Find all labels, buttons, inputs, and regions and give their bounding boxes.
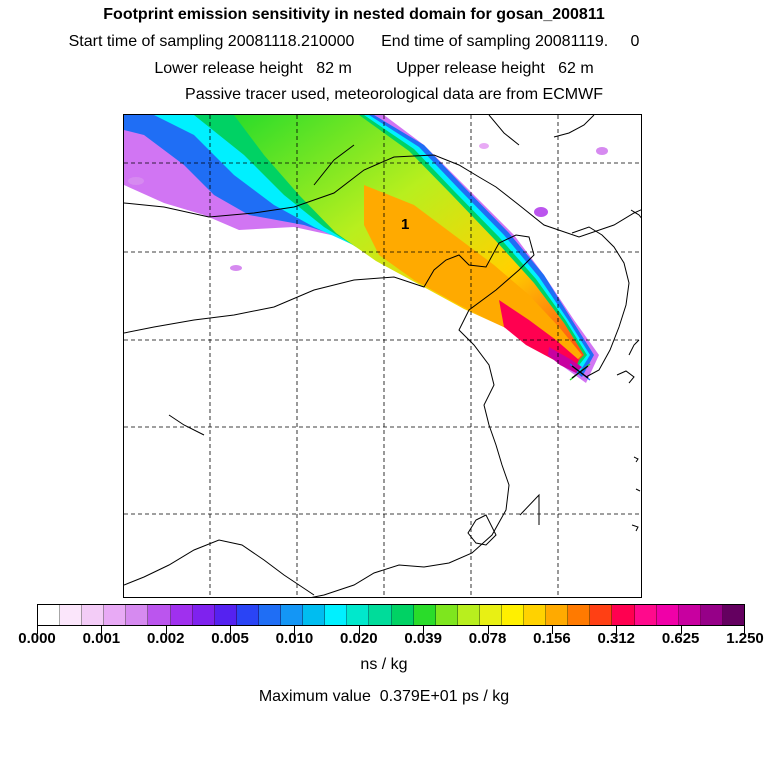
colorbar-tick <box>101 626 103 634</box>
map-grid <box>124 115 641 597</box>
colorbar-segment <box>170 605 193 625</box>
maximum-value: Maximum value 0.379E+01 ps / kg <box>258 688 510 705</box>
colorbar-segment <box>214 605 237 625</box>
colorbar-segment <box>38 605 61 625</box>
colorbar-tick <box>744 626 745 634</box>
colorbar-segment <box>501 605 525 625</box>
colorbar-segment <box>524 605 547 625</box>
colorbar-tick-label: 0.002 <box>146 630 185 647</box>
fringe-blob <box>534 207 548 217</box>
colorbar <box>37 604 745 626</box>
colorbar-tick-label: 0.039 <box>404 630 442 647</box>
coastlines <box>124 115 641 597</box>
fringe-blob <box>230 265 242 271</box>
colorbar-tick-label: 0.625 <box>661 630 700 647</box>
map-canvas: 1 <box>124 115 641 597</box>
colorbar-segment <box>590 605 613 625</box>
colorbar-tick <box>551 626 553 634</box>
fringe-blob <box>128 177 144 185</box>
colorbar-tick-label: 0.312 <box>597 630 636 647</box>
colorbar-segment <box>236 605 259 625</box>
plume-label: 1 <box>401 216 409 233</box>
colorbar-segment <box>104 605 127 625</box>
colorbar-segment <box>457 605 480 625</box>
colorbar-tick-label: 0.078 <box>468 630 507 647</box>
colorbar-tick-labels: 0.000 0.001 0.002 0.005 0.010 0.020 0.039 0.078… <box>0 630 768 650</box>
release-height-line: Lower release height 82 m Upper release … <box>154 60 594 77</box>
colorbar-tick <box>358 626 360 634</box>
colorbar-segment <box>413 605 436 625</box>
colorbar-segment <box>369 605 392 625</box>
colorbar-segment <box>258 605 282 625</box>
colorbar-tick-label: 1.250 <box>726 630 764 647</box>
colorbar-segment <box>634 605 657 625</box>
colorbar-tick-label: 0.001 <box>82 630 121 647</box>
tracer-info-line: Passive tracer used, meteorological data… <box>185 86 603 103</box>
fringe-blob <box>596 147 608 155</box>
colorbar-segment <box>347 605 370 625</box>
colorbar-segment <box>192 605 215 625</box>
colorbar-tick <box>616 626 618 634</box>
colorbar-segment <box>60 605 83 625</box>
colorbar-segment <box>391 605 414 625</box>
colorbar-ticks <box>37 626 745 636</box>
colorbar-segment <box>722 605 744 625</box>
colorbar-tick-label: 0.000 <box>18 630 56 647</box>
colorbar-segment <box>126 605 149 625</box>
colorbar-tick <box>165 626 167 634</box>
colorbar-tick-label: 0.005 <box>211 630 249 647</box>
colorbar-tick <box>294 626 296 634</box>
fringe-blob <box>479 143 489 149</box>
colorbar-segment <box>546 605 569 625</box>
sampling-time-line: Start time of sampling 20081118.210000 E… <box>68 33 640 50</box>
colorbar-segment <box>325 605 348 625</box>
colorbar-segment <box>700 605 723 625</box>
colorbar-tick-label: 0.156 <box>533 630 571 647</box>
colorbar-tick <box>680 626 682 634</box>
colorbar-tick <box>37 626 38 634</box>
colorbar-segment <box>435 605 458 625</box>
colorbar-segment <box>479 605 502 625</box>
colorbar-segment <box>281 605 304 625</box>
colorbar-tick <box>487 626 489 634</box>
footprint-map: 1 <box>123 114 642 598</box>
x-marker-icon <box>569 363 591 381</box>
colorbar-tick <box>423 626 425 634</box>
colorbar-segment <box>82 605 105 625</box>
plot-title: Footprint emission sensitivity in nested… <box>103 6 605 23</box>
colorbar-unit: ns / kg <box>360 656 408 673</box>
plume-band-orange <box>364 185 582 363</box>
colorbar-tick-label: 0.010 <box>275 630 314 647</box>
colorbar-segment <box>612 605 635 625</box>
colorbar-segment <box>148 605 171 625</box>
colorbar-tick <box>230 626 232 634</box>
plume-band-red <box>499 300 579 367</box>
colorbar-segment <box>678 605 701 625</box>
colorbar-segment <box>656 605 679 625</box>
colorbar-tick-label: 0.020 <box>340 630 378 647</box>
colorbar-segment <box>568 605 591 625</box>
colorbar-segment <box>303 605 326 625</box>
